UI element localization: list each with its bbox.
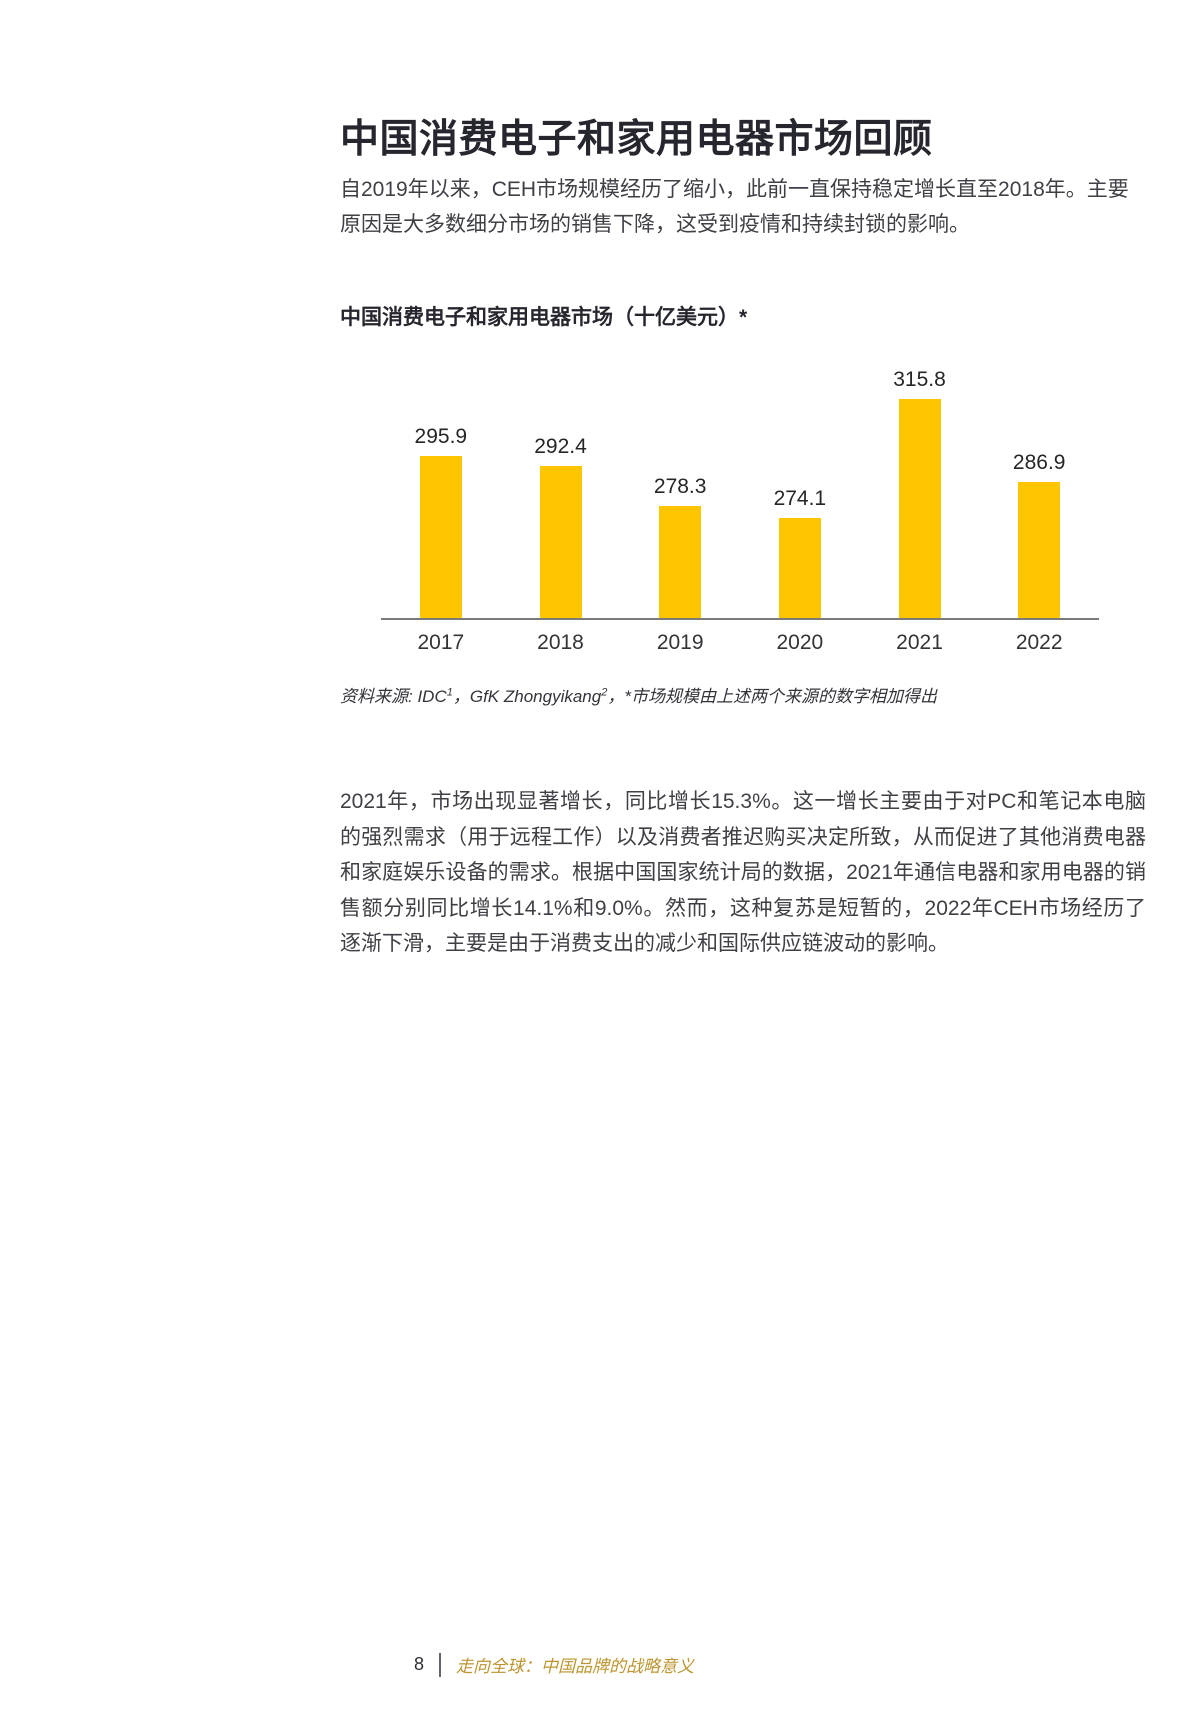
x-axis-tick-label: 2018 <box>537 631 584 654</box>
x-axis-tick-label: 2019 <box>656 631 704 654</box>
source-note-suffix: ，*市场规模由上述两个来源的数字相加得出 <box>607 687 937 706</box>
bar-value-label: 278.3 <box>653 475 707 498</box>
x-axis-tick-label: 2021 <box>896 631 943 654</box>
bar <box>659 506 702 618</box>
source-note-middle: ，GfK Zhongyikang <box>452 687 602 706</box>
bar-value-label: 286.9 <box>1012 451 1066 474</box>
footer-divider <box>439 1652 442 1677</box>
bar-value-label: 315.8 <box>893 368 946 391</box>
page-number: 8 <box>414 1654 425 1674</box>
footer-report-title: 走向全球：中国品牌的战略意义 <box>456 1657 695 1676</box>
x-axis-tick-label: 2017 <box>417 631 465 654</box>
bar <box>778 518 821 618</box>
page-footer: 8 走向全球：中国品牌的战略意义 <box>414 1652 694 1677</box>
bar-group: 292.4 <box>501 435 621 618</box>
source-superscript-2: 2 <box>601 686 608 699</box>
body-paragraph: 2021年，市场出现显著增长，同比增长15.3%。这一增长主要由于对PC和笔记本… <box>340 790 1146 955</box>
page-title: 中国消费电子和家用电器市场回顾 <box>340 118 933 161</box>
bar-group: 286.9 <box>979 451 1099 618</box>
bar <box>898 399 941 618</box>
source-note: 资料来源: IDC1，GfK Zhongyikang2，*市场规模由上述两个来源… <box>340 682 1146 707</box>
chart-plot-area: 295.9 292.4 278.3 274.1 315.8 286.9 <box>381 336 1099 618</box>
source-note-prefix: 资料来源: IDC <box>340 687 447 706</box>
intro-paragraph: 自2019年以来，CEH市场规模经历了缩小，此前一直保持稳定增长直至2018年。… <box>340 178 1129 236</box>
x-axis-tick-label: 2022 <box>1015 631 1063 654</box>
chart-title: 中国消费电子和家用电器市场（十亿美元）* <box>340 306 748 329</box>
bar-group: 295.9 <box>381 425 501 618</box>
bar-group: 315.8 <box>860 368 980 618</box>
bar <box>1018 482 1061 618</box>
bar <box>419 456 462 618</box>
x-axis-labels: 2017 2018 2019 2020 2021 2022 <box>381 631 1099 655</box>
bar <box>539 466 582 618</box>
x-axis-line <box>381 618 1099 620</box>
bar-group: 278.3 <box>620 475 740 618</box>
source-superscript-1: 1 <box>446 686 453 699</box>
bar-group: 274.1 <box>740 487 860 618</box>
bar-value-label: 292.4 <box>534 435 587 458</box>
x-axis-tick-label: 2020 <box>776 631 824 654</box>
bar-value-label: 274.1 <box>773 487 827 510</box>
bar-value-label: 295.9 <box>414 425 468 448</box>
bar-chart: 295.9 292.4 278.3 274.1 315.8 286.9 2017 2018 2… <box>381 336 1099 655</box>
